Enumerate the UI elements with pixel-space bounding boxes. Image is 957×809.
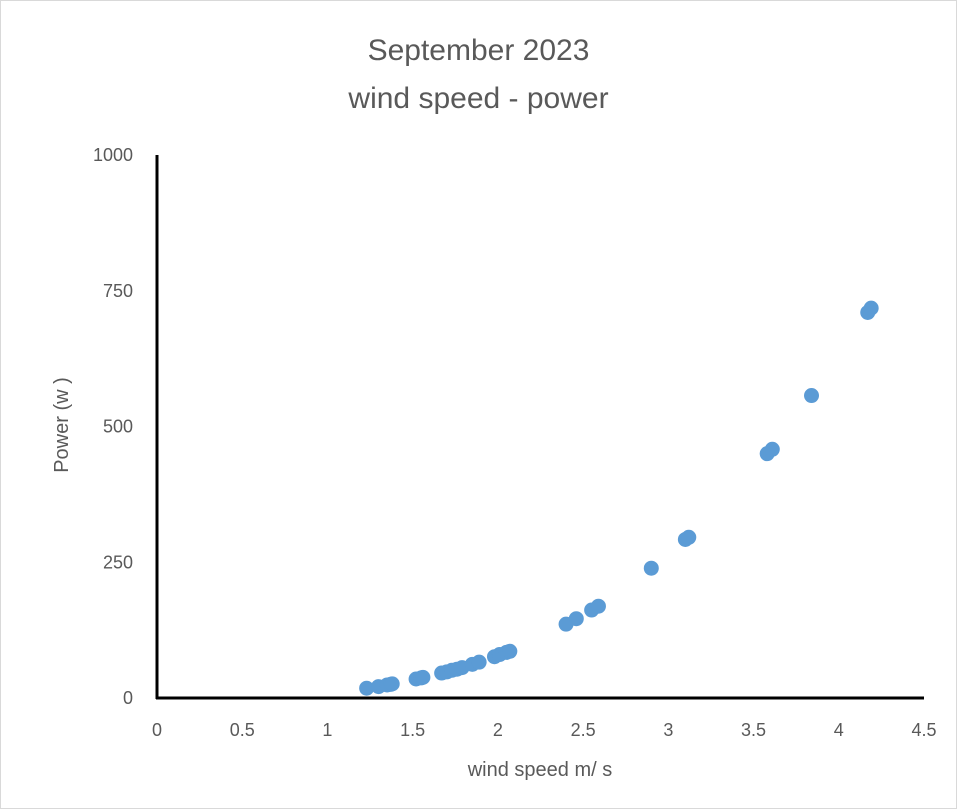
- data-point: [471, 654, 487, 670]
- y-tick-label: 0: [123, 688, 133, 708]
- y-tick-label: 1000: [93, 145, 133, 165]
- data-point: [764, 441, 780, 457]
- y-tick-labels: 0 250 500 750 1000: [93, 145, 133, 708]
- data-point: [804, 388, 820, 404]
- data-point: [863, 300, 879, 316]
- data-point: [359, 680, 375, 696]
- data-point: [590, 598, 606, 614]
- x-tick-label: 0.5: [230, 720, 255, 740]
- data-point: [681, 529, 697, 545]
- x-tick-label: 4: [834, 720, 844, 740]
- x-tick-label: 4.5: [911, 720, 936, 740]
- data-point: [568, 611, 584, 627]
- x-tick-label: 2.5: [571, 720, 596, 740]
- y-tick-label: 500: [103, 417, 133, 437]
- x-tick-label: 2: [493, 720, 503, 740]
- y-axis-title: Power (w ): [51, 377, 73, 473]
- data-points: [359, 300, 879, 696]
- x-tick-label: 3.5: [741, 720, 766, 740]
- x-tick-labels: 0 0.5 1 1.5 2 2.5 3 3.5 4 4.5: [152, 720, 937, 740]
- x-tick-label: 1: [322, 720, 332, 740]
- x-tick-label: 0: [152, 720, 162, 740]
- x-tick-label: 3: [663, 720, 673, 740]
- data-point: [502, 643, 518, 659]
- data-point: [415, 669, 431, 685]
- data-point: [384, 676, 400, 692]
- y-tick-label: 750: [103, 281, 133, 301]
- chart-title: September 2023: [367, 34, 590, 67]
- data-point: [643, 560, 659, 576]
- chart-subtitle: wind speed - power: [348, 82, 609, 115]
- x-tick-label: 1.5: [400, 720, 425, 740]
- x-axis-title: wind speed m/ s: [467, 759, 613, 781]
- y-tick-label: 250: [103, 552, 133, 572]
